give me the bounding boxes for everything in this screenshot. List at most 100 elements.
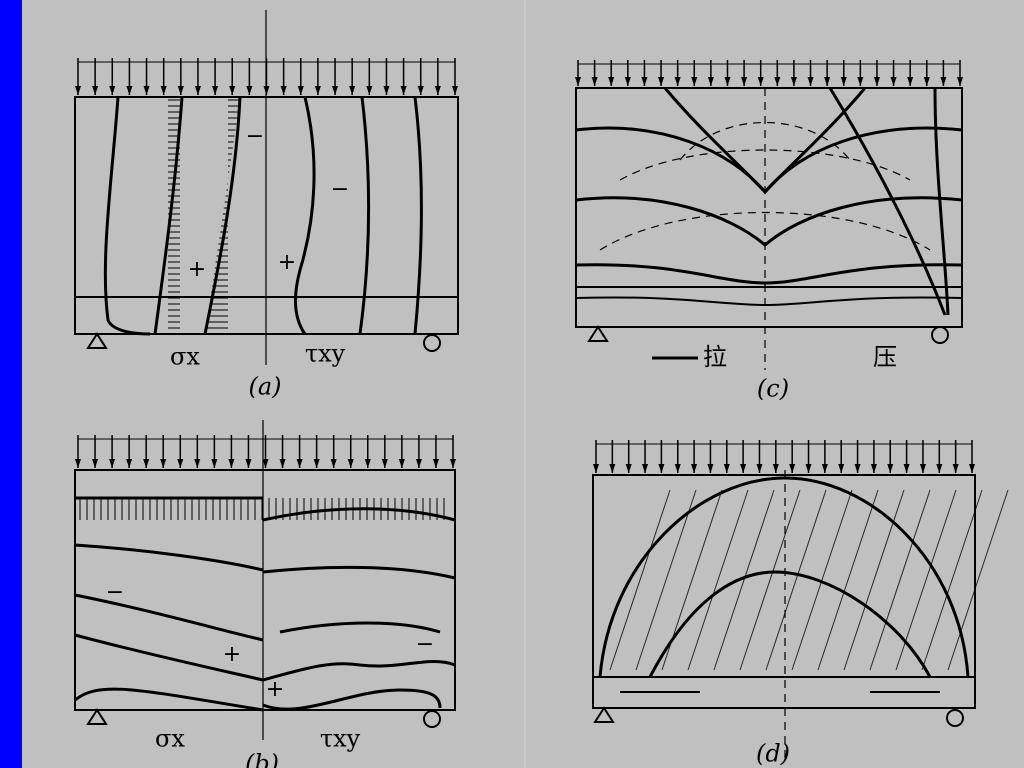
panel-a: σx τxy (a) − − + + (74, 10, 459, 401)
sigma-label: σx (170, 343, 200, 371)
shear-curve (262, 659, 456, 682)
caption: (d) (756, 740, 790, 768)
arrow-head (807, 77, 814, 86)
hatch (609, 489, 671, 671)
arrow-head (330, 459, 337, 468)
arrow-head (75, 86, 81, 95)
arrow-head (870, 464, 877, 473)
arrow-head (887, 464, 894, 473)
tension-line (679, 122, 851, 161)
stress-curve (74, 687, 264, 712)
shear-curve (262, 688, 442, 711)
arrow-head (658, 77, 665, 86)
arrow-head (857, 77, 864, 86)
tau-label: τxy (320, 725, 361, 753)
hatch (843, 489, 905, 671)
arrow-head (279, 459, 286, 468)
arrow-head (969, 464, 975, 473)
arrow-head (228, 459, 235, 468)
roller-support (423, 710, 441, 728)
arch-inner (648, 570, 932, 678)
hatch (947, 489, 1009, 671)
arrow-head (434, 86, 441, 95)
arrow-head (245, 459, 252, 468)
arrow-head (890, 77, 897, 86)
stress-curve (294, 96, 316, 335)
arrow-head (609, 464, 616, 473)
arrow-head (143, 86, 150, 95)
hatch (765, 489, 827, 671)
stress-curve (74, 543, 264, 572)
arrow-head (575, 77, 581, 86)
arrow-head (262, 459, 269, 468)
hatch (817, 489, 879, 671)
trajectory (575, 126, 963, 195)
arrow-head (805, 464, 812, 473)
arrow-head (194, 86, 201, 95)
arrow-head (756, 464, 763, 473)
sign: − (331, 177, 349, 202)
arrow-head (789, 464, 796, 473)
sign: − (246, 124, 264, 149)
arrow-head (109, 459, 116, 468)
hatch (661, 489, 723, 671)
arrow-head (838, 464, 845, 473)
hatch (713, 489, 775, 671)
arrow-head (229, 86, 236, 95)
arrow-head (952, 464, 959, 473)
arrow-head (707, 464, 714, 473)
arrow-head (280, 86, 287, 95)
trajectory (933, 87, 950, 316)
arrow-head (143, 459, 150, 468)
stress-curve (103, 96, 151, 336)
trajectory (828, 87, 947, 316)
arrow-head (957, 77, 963, 86)
arrow-head (450, 459, 456, 468)
arrow-head (212, 86, 219, 95)
arrow-head (314, 86, 321, 95)
stress-curve (153, 96, 184, 335)
beam (592, 474, 976, 709)
arrow-head (940, 77, 947, 86)
tension-line (599, 212, 931, 251)
arrow-head (194, 459, 201, 468)
arrow-head (903, 464, 910, 473)
arrow-head (723, 464, 730, 473)
stress-curve (413, 96, 423, 335)
sign: + (278, 250, 296, 275)
arrow-head (774, 77, 781, 86)
arrow-head (641, 77, 648, 86)
arrow-head (366, 86, 373, 95)
hatch (895, 489, 957, 671)
stress-curve (358, 96, 371, 335)
arrow-head (593, 464, 599, 473)
sign: + (188, 257, 206, 282)
sign: − (416, 632, 434, 657)
arrow-head (381, 459, 388, 468)
tau-label: τxy (305, 340, 346, 368)
arrow-head (398, 459, 405, 468)
compression-label: 压 (873, 343, 897, 371)
arrow-head (625, 464, 632, 473)
shear-curve (262, 507, 456, 522)
arrow-head (177, 459, 184, 468)
arrow-head (160, 459, 167, 468)
arrow-head (790, 77, 797, 86)
arrow-head (109, 86, 116, 95)
arrow-head (297, 86, 304, 95)
arrow-head (211, 459, 218, 468)
arrow-head (936, 464, 943, 473)
trajectory (663, 87, 867, 195)
arrow-head (658, 464, 665, 473)
sign: + (223, 642, 241, 667)
panel-c: 拉 压 (c) (575, 87, 963, 403)
roller-support (946, 709, 964, 727)
arrow-head (741, 77, 748, 86)
roller-support (423, 334, 441, 352)
side-bar (0, 0, 22, 768)
arrow-head (642, 464, 649, 473)
arrow-head (923, 77, 930, 86)
hatch (921, 489, 983, 671)
beam (575, 87, 963, 328)
